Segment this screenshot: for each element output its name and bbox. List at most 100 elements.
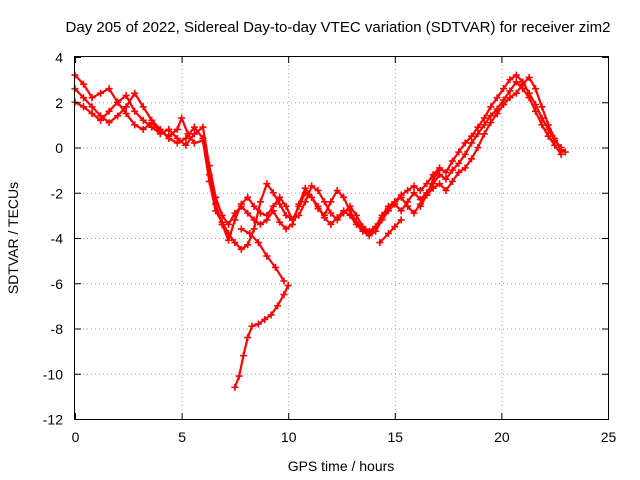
data-point	[250, 225, 258, 233]
data-point	[480, 121, 488, 129]
data-point	[139, 103, 147, 111]
data-point	[114, 112, 122, 120]
y-tick-label: -2	[51, 185, 64, 201]
data-point	[448, 177, 456, 185]
series-line	[233, 284, 290, 389]
data-point	[190, 130, 198, 138]
data-point	[263, 211, 271, 219]
data-point	[280, 291, 288, 299]
data-point	[190, 123, 198, 131]
data-point	[97, 112, 105, 120]
data-point	[276, 218, 284, 226]
data-point	[237, 200, 245, 208]
data-point	[282, 225, 290, 233]
data-point	[231, 216, 239, 224]
data-point	[131, 121, 139, 129]
data-point	[261, 315, 269, 323]
x-tick-label: 20	[494, 429, 510, 445]
data-point	[248, 322, 256, 330]
data-point	[327, 220, 335, 228]
series-line	[73, 73, 563, 237]
data-point	[423, 191, 431, 199]
data-point	[391, 223, 399, 231]
data-point	[218, 220, 226, 228]
data-point	[525, 73, 533, 81]
data-point	[410, 209, 418, 217]
data-point	[397, 191, 405, 199]
data-point	[280, 277, 288, 285]
series-track-branch-c	[416, 166, 444, 210]
data-point	[301, 198, 309, 206]
data-point	[512, 89, 520, 97]
data-point	[442, 186, 450, 194]
data-point	[506, 87, 514, 95]
series-layer	[71, 71, 569, 391]
grid-layer	[75, 57, 608, 419]
data-point	[250, 202, 258, 210]
data-point	[378, 214, 386, 222]
data-point	[308, 193, 316, 201]
data-point	[314, 186, 322, 194]
data-point	[448, 166, 456, 174]
data-point	[269, 189, 277, 197]
data-point	[122, 103, 130, 111]
y-tick-label: -8	[51, 321, 64, 337]
data-point	[244, 193, 252, 201]
data-point	[442, 175, 450, 183]
data-point	[178, 114, 186, 122]
data-point	[199, 134, 207, 142]
data-point	[455, 148, 463, 156]
data-point	[519, 85, 527, 93]
data-point	[314, 202, 322, 210]
data-point	[340, 209, 348, 217]
data-point	[173, 139, 181, 147]
data-point	[442, 168, 450, 176]
data-point	[461, 139, 469, 147]
data-point	[237, 245, 245, 253]
series-line	[73, 73, 563, 242]
data-point	[557, 150, 565, 158]
data-point	[256, 209, 264, 217]
data-point	[182, 134, 190, 142]
series-line	[419, 169, 441, 208]
data-point	[254, 239, 262, 247]
data-point	[244, 241, 252, 249]
data-point	[105, 107, 113, 115]
data-point	[267, 311, 275, 319]
data-point	[506, 76, 514, 84]
series-track-branch-d	[376, 216, 405, 247]
data-point	[551, 137, 559, 145]
data-point	[429, 175, 437, 183]
series-track-main-3	[71, 71, 565, 244]
data-point	[263, 180, 271, 188]
data-point	[231, 239, 239, 247]
data-point	[436, 180, 444, 188]
data-point	[156, 125, 164, 133]
data-point	[165, 125, 173, 133]
y-tick-label: -6	[51, 276, 64, 292]
data-point	[327, 198, 335, 206]
data-point	[333, 186, 341, 194]
data-point	[512, 78, 520, 86]
data-point	[500, 96, 508, 104]
x-tick-label: 0	[72, 429, 80, 445]
data-point	[480, 130, 488, 138]
data-point	[237, 225, 245, 233]
data-point	[474, 130, 482, 138]
data-point	[346, 211, 354, 219]
data-point	[122, 110, 130, 118]
data-point	[468, 139, 476, 147]
data-point	[461, 164, 469, 172]
data-point	[80, 103, 88, 111]
data-point	[532, 85, 540, 93]
data-point	[346, 202, 354, 210]
data-point	[506, 94, 514, 102]
data-point	[352, 220, 360, 228]
data-point	[557, 144, 565, 151]
data-point	[340, 193, 348, 201]
data-point	[97, 89, 105, 97]
data-point	[139, 125, 147, 133]
y-tick-label: -12	[43, 412, 63, 428]
data-point	[148, 116, 156, 124]
